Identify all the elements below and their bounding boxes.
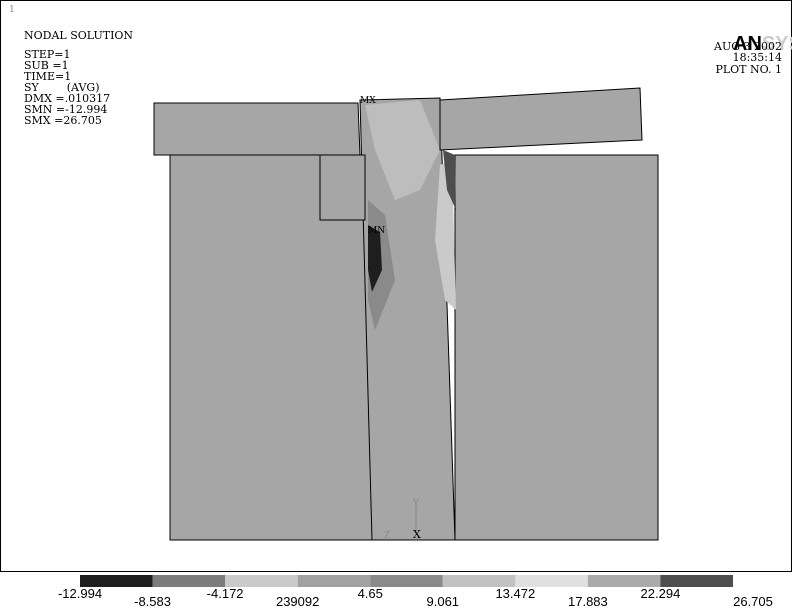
legend-label: 17.883 xyxy=(568,594,608,608)
model xyxy=(154,88,658,540)
plot-number: PLOT NO. 1 xyxy=(715,63,782,76)
axis-x: X xyxy=(413,528,421,541)
notch xyxy=(320,155,365,220)
legend: -12.994 -8.583 -4.172 239092 4.65 9.061 13.472… xyxy=(58,575,773,608)
legend-label: -12.994 xyxy=(58,586,102,601)
screen: 1 NODAL SOLUTION STEP=1SUB =1TIME=1SY (A… xyxy=(0,0,792,608)
legend-label: 239092 xyxy=(276,594,319,608)
left-plate xyxy=(154,103,360,155)
legend-label: 22.294 xyxy=(641,586,681,601)
info-line: SMX =26.705 xyxy=(24,114,102,127)
right-block xyxy=(455,155,658,540)
legend-label: 9.061 xyxy=(427,594,460,608)
max-marker: MX xyxy=(360,96,376,106)
axis-z: Z xyxy=(384,531,390,541)
legend-label: 26.705 xyxy=(733,594,773,608)
plot-title: NODAL SOLUTION xyxy=(24,29,133,42)
page: {"window": {"number": "1"}, "info": {"ti… xyxy=(0,0,792,608)
legend-label: 13.472 xyxy=(495,586,535,601)
window-number: 1 xyxy=(9,5,15,15)
legend-label: -8.583 xyxy=(134,594,171,608)
legend-label: 4.65 xyxy=(358,586,383,601)
axis-y: Y xyxy=(412,499,420,509)
min-marker: MN xyxy=(368,226,385,236)
legend-label: -4.172 xyxy=(207,586,244,601)
